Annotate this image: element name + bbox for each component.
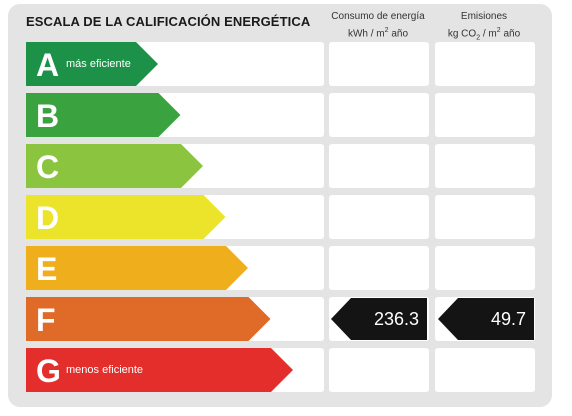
rating-letter: C bbox=[36, 149, 60, 185]
rating-arrow-bar bbox=[26, 42, 158, 86]
rating-arrow-bar bbox=[26, 195, 226, 239]
consumo-header-line2: kWh / m2 año bbox=[347, 27, 409, 40]
consumo-cell-d bbox=[329, 195, 429, 239]
rating-letter: D bbox=[36, 200, 60, 236]
consumo-tag-pointer bbox=[331, 298, 427, 340]
consumo-cell-a bbox=[329, 42, 429, 86]
rating-arrow-shape bbox=[26, 348, 293, 392]
emisiones-header-line1: Emisiones bbox=[460, 11, 508, 22]
emisiones-cell-a bbox=[435, 42, 535, 86]
emisiones-value: 49.7 bbox=[490, 309, 526, 329]
rating-arrow-b: B bbox=[26, 93, 181, 137]
rating-arrow-bar bbox=[26, 348, 293, 392]
rating-letter: E bbox=[36, 251, 58, 287]
rating-arrow-shape bbox=[26, 144, 203, 188]
rating-note: más eficiente bbox=[66, 58, 131, 70]
rating-note: menos eficiente bbox=[66, 364, 144, 376]
rating-arrow-d: D bbox=[26, 195, 226, 239]
consumo-tag-shape bbox=[331, 298, 427, 340]
emisiones-cell-b bbox=[435, 93, 535, 137]
consumo-cell-c bbox=[329, 144, 429, 188]
emisiones-cell-e bbox=[435, 246, 535, 290]
rating-arrow-e: E bbox=[26, 246, 248, 290]
consumo-cell-g bbox=[329, 348, 429, 392]
rating-letter: B bbox=[36, 98, 60, 134]
rating-arrow-bar bbox=[26, 144, 203, 188]
rating-arrow-bar bbox=[26, 246, 248, 290]
emisiones-tag-shape bbox=[438, 298, 534, 340]
consumo-header-line1: Consumo de energía bbox=[331, 11, 425, 22]
emisiones-tag-pointer bbox=[438, 298, 534, 340]
consumo-cell-e bbox=[329, 246, 429, 290]
emisiones-column-header: Emisiones kg CO2 / m2 año bbox=[434, 10, 534, 45]
rating-arrow-shape bbox=[26, 42, 158, 86]
consumo-column-header: Consumo de energía kWh / m2 año bbox=[328, 10, 428, 41]
rating-arrow-f: F bbox=[26, 297, 271, 341]
rating-arrow-shape bbox=[26, 93, 181, 137]
consumo-cell-b bbox=[329, 93, 429, 137]
rating-arrow-shape bbox=[26, 246, 248, 290]
rating-arrow-bar bbox=[26, 93, 181, 137]
rating-arrow-bar bbox=[26, 297, 271, 341]
emisiones-header-line2: kg CO2 / m2 año bbox=[447, 27, 521, 42]
rating-arrow-shape bbox=[26, 297, 271, 341]
rating-letter: G bbox=[36, 353, 61, 389]
rating-letter: A bbox=[36, 47, 60, 83]
consumo-value-tag: 236.3 bbox=[331, 298, 427, 340]
rating-arrow-shape bbox=[26, 195, 226, 239]
emisiones-cell-g bbox=[435, 348, 535, 392]
emisiones-cell-d bbox=[435, 195, 535, 239]
emisiones-cell-c bbox=[435, 144, 535, 188]
rating-letter: F bbox=[36, 302, 56, 338]
rating-arrow-c: C bbox=[26, 144, 203, 188]
emisiones-value-tag: 49.7 bbox=[438, 298, 534, 340]
consumo-value: 236.3 bbox=[373, 309, 419, 329]
chart-title: ESCALA DE LA CALIFICACIÓN ENERGÉTICA bbox=[26, 14, 311, 29]
